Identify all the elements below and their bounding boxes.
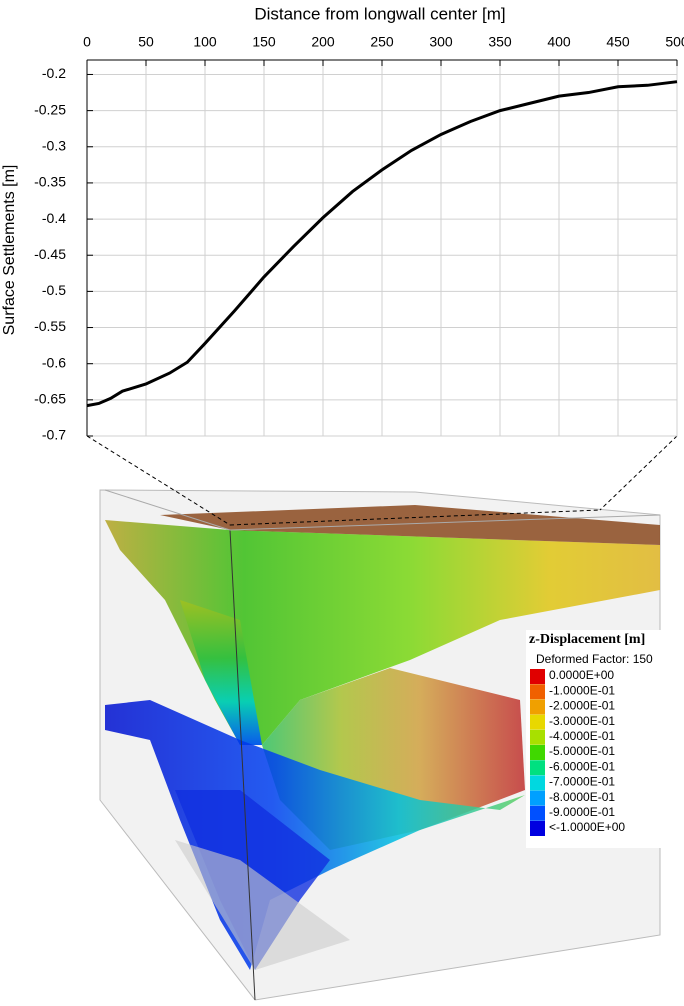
y-tick-label: -0.3 [42,137,66,153]
legend-subtitle: Deformed Factor: 150 [536,652,653,666]
y-tick-label: -0.45 [34,246,66,262]
legend: z-Displacement [m] Deformed Factor: 150 … [526,630,668,848]
legend-label: -4.0000E-01 [549,729,615,743]
x-tick-label: 350 [488,34,512,50]
model-view [99,489,661,1001]
x-tick-label: 500 [665,34,684,50]
chart-title: Distance from longwall center [m] [254,4,505,23]
x-tick-label: 300 [429,34,453,50]
x-tick-label: 50 [138,34,154,50]
y-tick-label: -0.2 [42,65,66,81]
legend-label: <-1.0000E+00 [549,820,625,834]
y-tick-label: -0.6 [42,354,66,370]
legend-swatch [530,745,545,760]
legend-swatch [530,699,545,715]
legend-label: -7.0000E-01 [549,775,615,789]
line [86,80,678,408]
legend-swatch [530,760,545,776]
x-tick-label: 400 [547,34,571,50]
legend-label: -5.0000E-01 [549,744,615,758]
legend-label: -1.0000E-01 [549,683,615,697]
legend-label: -8.0000E-01 [549,790,615,804]
zoom-lines [86,435,678,526]
legend-label: -6.0000E-01 [549,759,615,773]
legend-swatch [530,790,545,806]
legend-swatch [530,821,545,836]
y-tick-label: -0.7 [42,427,66,443]
y-tick-label: -0.55 [34,318,66,334]
legend-swatch [530,714,545,730]
x-tick-label: 450 [606,34,630,50]
legend-swatch [530,684,545,700]
y-tick-label: -0.25 [34,101,66,117]
x-tick-label: 250 [370,34,394,50]
legend-swatch [530,775,545,791]
y-tick-label: -0.4 [42,210,66,226]
x-tick-label: 150 [252,34,276,50]
y-axis-label: Surface Settlements [m] [1,165,18,336]
legend-label: -9.0000E-01 [549,805,615,819]
x-tick-label: 200 [311,34,335,50]
legend-swatch [530,729,545,745]
legend-label: 0.0000E+00 [549,668,614,682]
legend-box [526,630,668,848]
x-tick-label: 100 [193,34,217,50]
legend-swatch [530,805,545,821]
legend-label: -2.0000E-01 [549,699,615,713]
legend-label: -3.0000E-01 [549,714,615,728]
legend-swatch [530,669,545,684]
x-tick-label: 0 [83,34,91,50]
y-tick-label: -0.35 [34,174,66,190]
legend-title: z-Displacement [m] [529,632,645,647]
y-tick-label: -0.5 [42,282,66,298]
y-tick-label: -0.65 [34,391,66,407]
